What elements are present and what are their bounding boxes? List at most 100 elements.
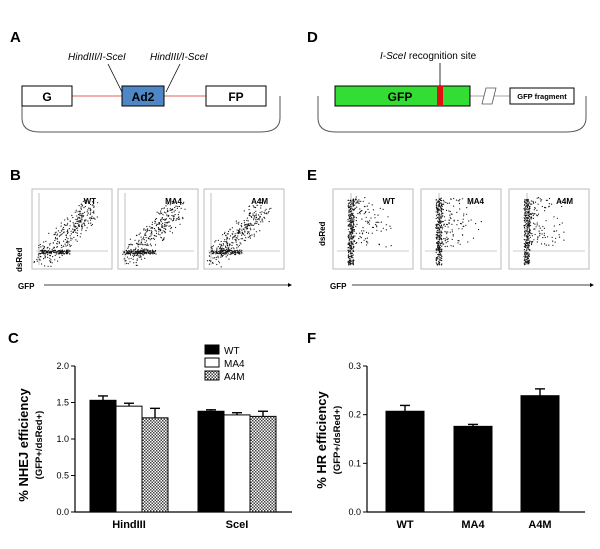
flow-dot xyxy=(527,245,529,247)
flow-dot xyxy=(220,253,222,255)
flow-dot xyxy=(144,248,146,250)
flow-dot xyxy=(255,210,257,212)
flow-dot xyxy=(169,209,171,211)
flow-dot xyxy=(435,260,438,262)
flow-dot xyxy=(136,253,139,255)
flow-dot xyxy=(437,248,439,250)
flow-dot xyxy=(531,242,533,244)
flow-dot xyxy=(85,230,87,232)
flow-dot xyxy=(365,231,368,233)
panel-a-construct: G Ad2 FP HindIII/I-SceI HindIII/I-SceI xyxy=(21,52,281,133)
flow-dot xyxy=(91,223,93,226)
flow-dot xyxy=(349,258,351,260)
flow-dot xyxy=(54,259,56,261)
flow-dot xyxy=(256,221,258,223)
flow-dot xyxy=(229,244,231,246)
flow-dot xyxy=(349,204,352,206)
flow-dot xyxy=(453,197,455,200)
flow-dot xyxy=(149,243,152,245)
flow-dot xyxy=(525,223,528,225)
flow-dot xyxy=(141,250,143,252)
flow-dot xyxy=(553,216,555,218)
flow-dot xyxy=(435,234,437,236)
flow-dot xyxy=(236,237,238,239)
flow-dot xyxy=(347,228,349,230)
flow-dot xyxy=(451,213,453,215)
flow-dot xyxy=(226,247,228,249)
flow-dot xyxy=(233,248,235,250)
flow-dot xyxy=(206,260,209,262)
flow-dot xyxy=(80,233,82,235)
flow-dot xyxy=(243,239,245,241)
flow-dot xyxy=(166,224,168,226)
flow-dot xyxy=(183,201,185,203)
flow-dot xyxy=(529,217,531,219)
flow-dot xyxy=(152,251,154,253)
flow-dot xyxy=(355,196,357,198)
flow-dot xyxy=(526,231,528,233)
flow-dot xyxy=(248,231,250,233)
flow-dot xyxy=(219,249,221,251)
flow-dot xyxy=(523,264,526,266)
flow-dot xyxy=(352,223,354,225)
flow-dot xyxy=(235,254,237,256)
flow-dot xyxy=(81,223,83,225)
legend-swatch-wt xyxy=(204,344,220,355)
flow-dot xyxy=(128,246,130,248)
flow-dot xyxy=(438,249,440,251)
flow-dot xyxy=(165,212,167,214)
flow-dot xyxy=(211,250,213,253)
flow-dot xyxy=(166,214,168,216)
flow-dot xyxy=(244,227,246,229)
flow-dot xyxy=(156,223,158,225)
flow-dot xyxy=(353,236,355,238)
flow-dot xyxy=(348,250,350,253)
flow-dot xyxy=(363,239,365,241)
flow-dot xyxy=(527,199,530,201)
flow-dot xyxy=(355,202,357,204)
flow-dot xyxy=(78,223,80,226)
flow-dot xyxy=(376,226,378,228)
flow-dot xyxy=(526,257,529,259)
flow-dot xyxy=(349,246,351,248)
flow-dot xyxy=(258,219,260,221)
flow-dot xyxy=(49,260,51,262)
y-tick-label: 2.0 xyxy=(56,361,69,371)
flow-dot xyxy=(356,242,358,244)
flow-dot xyxy=(524,216,527,218)
flow-dot xyxy=(372,209,374,211)
flow-dot xyxy=(173,211,175,213)
flow-dot xyxy=(526,252,528,254)
flow-dot xyxy=(225,253,227,255)
flow-dot xyxy=(146,243,148,245)
flow-dot xyxy=(233,250,235,252)
flow-dot xyxy=(91,218,93,220)
flow-dot xyxy=(259,217,261,219)
flow-dot xyxy=(164,228,166,230)
flow-dot xyxy=(554,241,556,243)
flow-dot xyxy=(536,214,538,216)
bar-ma4-0 xyxy=(115,405,143,513)
flow-dot xyxy=(457,200,459,202)
flow-dot xyxy=(352,262,354,264)
flow-dot xyxy=(77,227,79,229)
flow-dot xyxy=(466,207,468,209)
flow-dot xyxy=(49,257,51,259)
flow-dot xyxy=(236,247,238,249)
flow-dot xyxy=(443,223,445,225)
flow-dot xyxy=(78,216,80,218)
flow-dot xyxy=(135,242,138,244)
flow-dot xyxy=(77,229,79,231)
flow-dot xyxy=(66,244,69,246)
flow-dot xyxy=(226,243,228,245)
flow-dot xyxy=(439,235,441,237)
flow-dot xyxy=(67,231,69,233)
flow-dot xyxy=(445,242,447,244)
flow-dot xyxy=(529,234,531,236)
flow-dot xyxy=(80,219,82,221)
y-tick-label: 1.5 xyxy=(56,398,69,408)
flow-dot xyxy=(51,248,53,250)
flow-dot xyxy=(64,224,66,226)
flow-dot xyxy=(461,228,463,230)
flow-dot xyxy=(81,227,83,229)
